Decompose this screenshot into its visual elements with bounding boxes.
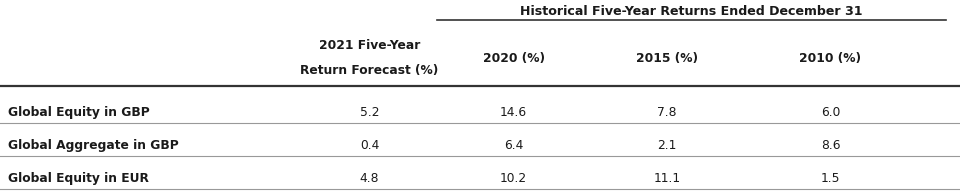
Text: Historical Five-Year Returns Ended December 31: Historical Five-Year Returns Ended Decem… xyxy=(520,5,862,18)
Text: Return Forecast (%): Return Forecast (%) xyxy=(300,64,439,77)
Text: 5.2: 5.2 xyxy=(360,106,379,119)
Text: Global Equity in GBP: Global Equity in GBP xyxy=(8,106,150,119)
Text: 14.6: 14.6 xyxy=(500,106,527,119)
Text: 2.1: 2.1 xyxy=(658,139,677,152)
Text: 1.5: 1.5 xyxy=(821,172,840,185)
Text: 2020 (%): 2020 (%) xyxy=(483,52,544,65)
Text: 6.0: 6.0 xyxy=(821,106,840,119)
Text: 0.4: 0.4 xyxy=(360,139,379,152)
Text: Global Equity in EUR: Global Equity in EUR xyxy=(8,172,149,185)
Text: 7.8: 7.8 xyxy=(658,106,677,119)
Text: 6.4: 6.4 xyxy=(504,139,523,152)
Text: 4.8: 4.8 xyxy=(360,172,379,185)
Text: 11.1: 11.1 xyxy=(654,172,681,185)
Text: Global Aggregate in GBP: Global Aggregate in GBP xyxy=(8,139,179,152)
Text: 2015 (%): 2015 (%) xyxy=(636,52,698,65)
Text: 2010 (%): 2010 (%) xyxy=(800,52,861,65)
Text: 2021 Five-Year: 2021 Five-Year xyxy=(319,39,420,52)
Text: 8.6: 8.6 xyxy=(821,139,840,152)
Text: 10.2: 10.2 xyxy=(500,172,527,185)
